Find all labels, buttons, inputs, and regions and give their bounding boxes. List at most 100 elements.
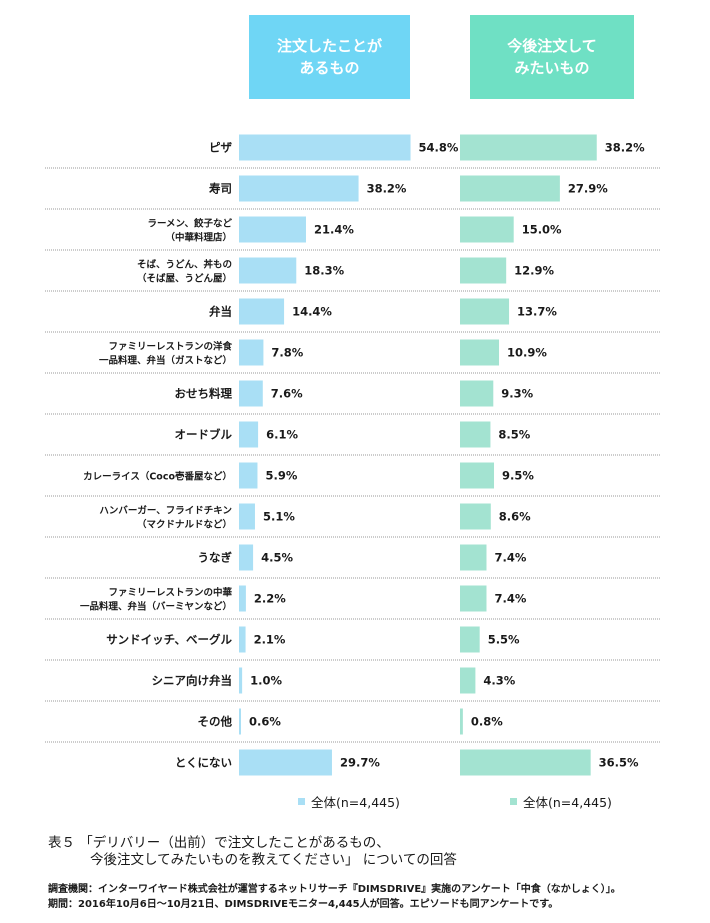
category-label: 寿司 (209, 182, 232, 196)
category-label: （マクドナルドなど） (137, 519, 232, 531)
note-line1: 調査機関：インターワイヤード株式会社が運営するネットリサーチ『DIMSDRIVE… (48, 884, 621, 895)
right-value-label: 10.9% (507, 346, 547, 360)
right-value-label: 0.8% (471, 715, 503, 729)
category-label: シニア向け弁当 (152, 674, 233, 688)
right-bar (460, 216, 514, 243)
left-bar (239, 380, 263, 407)
header-want-line2: みたいもの (514, 59, 590, 77)
left-bar (239, 462, 258, 489)
right-bar (460, 585, 487, 612)
left-bar (239, 216, 306, 243)
source-note: 調査機関：インターワイヤード株式会社が運営するネットリサーチ『DIMSDRIVE… (48, 882, 621, 912)
right-bar (460, 749, 591, 776)
legend-right: 全体(n=4,445) (510, 792, 612, 811)
right-bar (460, 257, 507, 284)
category-label: 一品料理、弁当（バーミヤンなど） (80, 601, 232, 613)
header-ordered: 注文したことが あるもの (249, 15, 410, 99)
left-value-label: 5.1% (263, 510, 295, 524)
right-value-label: 36.5% (599, 756, 639, 770)
right-value-label: 8.5% (498, 428, 530, 442)
right-value-label: 13.7% (517, 305, 557, 319)
right-bar (460, 175, 560, 202)
bar-chart: ピザ 54.8% 38.2% 寿司 38.2% 27.9% ラーメン、餃子など （中華料理店）… (45, 134, 660, 776)
category-label: おせち料理 (175, 387, 233, 401)
left-bar (239, 257, 297, 284)
category-label: 一品料理、弁当（ガストなど） (99, 355, 232, 367)
category-label: （そば屋、うどん屋） (137, 273, 232, 285)
right-value-label: 38.2% (605, 141, 645, 155)
legend-left: 全体(n=4,445) (298, 792, 400, 811)
category-label: その他 (198, 715, 233, 729)
right-bar (460, 339, 500, 366)
right-bar (460, 708, 463, 735)
left-value-label: 6.1% (266, 428, 298, 442)
category-label: うなぎ (198, 551, 233, 565)
left-bar (239, 544, 254, 571)
right-value-label: 7.4% (494, 592, 526, 606)
category-label: 弁当 (209, 305, 232, 319)
category-label: ファミリーレストランの洋食 (108, 341, 232, 353)
right-bar (460, 626, 480, 653)
left-bar (239, 175, 359, 202)
left-bar (239, 503, 255, 530)
left-bar (239, 667, 243, 694)
category-label: オードブル (175, 428, 233, 442)
right-value-label: 27.9% (568, 182, 608, 196)
right-value-label: 8.6% (499, 510, 531, 524)
left-value-label: 1.0% (250, 674, 282, 688)
left-value-label: 2.2% (254, 592, 286, 606)
category-label: カレーライス（Coco壱番屋など） (83, 471, 232, 483)
category-label: サンドイッチ、ベーグル (106, 633, 232, 647)
right-value-label: 4.3% (483, 674, 515, 688)
header-ordered-line1: 注文したことが (276, 37, 382, 55)
legend-right-swatch (510, 798, 517, 805)
right-value-label: 12.9% (514, 264, 554, 278)
right-bar (460, 462, 495, 489)
left-bar (239, 626, 246, 653)
category-label: ハンバーガー、フライドチキン (99, 505, 232, 517)
category-label: ファミリーレストランの中華 (108, 587, 232, 599)
category-label: とくにない (175, 756, 232, 770)
category-label: ピザ (209, 141, 232, 155)
left-value-label: 2.1% (254, 633, 286, 647)
left-bar (239, 298, 285, 325)
category-label: そば、うどん、丼もの (137, 259, 232, 271)
right-value-label: 15.0% (522, 223, 562, 237)
category-label: （中華料理店） (165, 232, 232, 244)
legend-right-label: 全体(n=4,445) (523, 795, 612, 810)
header-ordered-line2: あるもの (299, 59, 360, 77)
right-bar (460, 503, 491, 530)
legend-left-swatch (298, 798, 305, 805)
left-value-label: 5.9% (265, 469, 297, 483)
right-bar (460, 667, 476, 694)
right-value-label: 5.5% (488, 633, 520, 647)
right-bar (460, 421, 491, 448)
right-bar (460, 544, 487, 571)
left-value-label: 7.6% (271, 387, 303, 401)
right-value-label: 9.3% (501, 387, 533, 401)
left-value-label: 14.4% (292, 305, 332, 319)
right-bar (460, 298, 510, 325)
left-value-label: 29.7% (340, 756, 380, 770)
right-value-label: 7.4% (494, 551, 526, 565)
left-bar (239, 134, 411, 161)
left-value-label: 18.3% (304, 264, 344, 278)
category-label: ラーメン、餃子など (147, 218, 232, 230)
note-line2: 期間：2016年10月6日〜10月21日、DIMSDRIVEモニター4,445人… (48, 899, 559, 910)
left-value-label: 21.4% (314, 223, 354, 237)
chart-caption: 表５ 「デリバリー（出前）で注文したことがあるもの、 今後注文してみたいものを教… (48, 835, 457, 869)
left-bar (239, 585, 246, 612)
left-value-label: 54.8% (419, 141, 459, 155)
left-bar (239, 708, 241, 735)
right-bar (460, 380, 494, 407)
header-want-line1: 今後注文して (507, 37, 597, 55)
caption-line2: 今後注文してみたいものを教えてください」 についての回答 (90, 852, 457, 868)
caption-line1: 表５ 「デリバリー（出前）で注文したことがあるもの、 (48, 835, 390, 851)
left-value-label: 38.2% (367, 182, 407, 196)
right-bar (460, 134, 597, 161)
right-value-label: 9.5% (502, 469, 534, 483)
left-bar (239, 421, 259, 448)
header-want-to-order: 今後注文して みたいもの (470, 15, 634, 99)
left-bar (239, 749, 332, 776)
left-value-label: 7.8% (271, 346, 303, 360)
